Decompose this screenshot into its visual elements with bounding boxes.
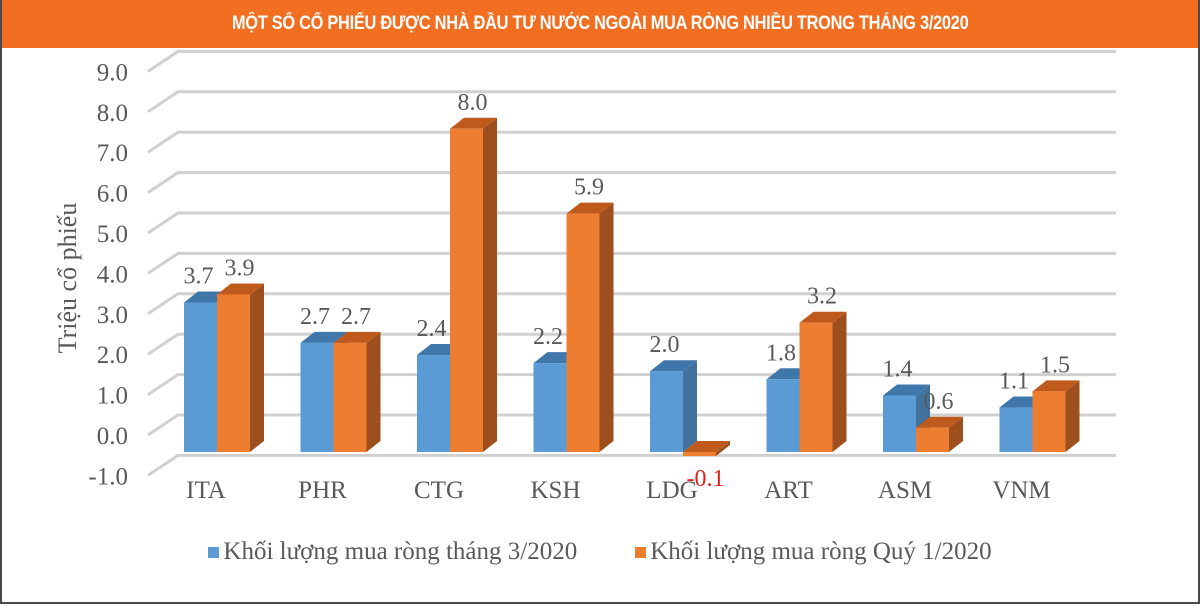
data-label: 0.6 (924, 389, 954, 415)
gridline (147, 171, 1116, 194)
y-axis-title: Triệu cổ phiếu (53, 203, 82, 354)
legend-label: Khối lượng mua ròng Quý 1/2020 (650, 538, 992, 565)
legend-swatch-orange-icon (635, 546, 647, 558)
data-label: 3.9 (225, 255, 255, 281)
y-tick-label: 4.0 (97, 261, 128, 288)
gridline (147, 373, 1116, 396)
data-label: 2.2 (533, 324, 563, 350)
bar-phr-series-2: 2.7 (333, 304, 381, 452)
bar-asm-series-1: 1.4 (883, 356, 930, 452)
y-tick-label: 8.0 (97, 100, 128, 127)
data-label: 2.7 (341, 304, 371, 330)
y-tick-label: 9.0 (97, 59, 128, 86)
data-label: 1.1 (999, 369, 1029, 395)
x-tick-label: PHR (298, 477, 347, 504)
x-axis-categories: ITA PHR CTG KSH LDG ART ASM VNM (186, 477, 1051, 504)
bar-ldg-series-1: 2.0 (650, 332, 697, 452)
x-tick-label: ITA (186, 477, 226, 504)
legend: Khối lượng mua ròng tháng 3/2020 Khối lư… (0, 538, 1200, 566)
data-label: 3.7 (184, 264, 214, 290)
chart-plot-area: -1.0 0.0 1.0 2.0 3.0 4.0 5.0 6.0 7.0 8.0 9.0 Triệu… (53, 49, 1116, 504)
bar-series: 3.7 3.9 2.7 2.7 2.4 8.0 2.2 5.9 2.0 -0.1 1.8 3.2 1.4… (184, 90, 1080, 492)
bar-ksh-series-2: 5.9 (566, 175, 614, 452)
data-label: 2.4 (417, 316, 447, 342)
bar-vnm-series-2: 1.5 (1032, 352, 1080, 452)
y-tick-label: 0.0 (97, 423, 128, 450)
y-tick-label: 1.0 (97, 383, 128, 410)
bar-asm-series-2: 0.6 (916, 389, 963, 452)
x-tick-label: CTG (414, 477, 464, 504)
legend-item-march: Khối lượng mua ròng tháng 3/2020 (208, 538, 577, 566)
legend-label: Khối lượng mua ròng tháng 3/2020 (223, 538, 578, 565)
data-label: 1.8 (766, 340, 796, 366)
y-tick-label: 2.0 (97, 342, 128, 369)
legend-swatch-blue-icon (208, 546, 220, 558)
gridlines (147, 49, 1116, 477)
x-tick-label: KSH (530, 477, 580, 504)
data-label: 8.0 (458, 90, 488, 116)
bar-ctg-series-2: 8.0 (450, 90, 497, 453)
gridline (147, 130, 1116, 154)
chart-title-bar: MỘT SỐ CỔ PHIẾU ĐƯỢC NHÀ ĐẦU TƯ NƯỚC NGO… (0, 0, 1200, 48)
gridline (147, 211, 1116, 235)
y-tick-label: 3.0 (97, 302, 128, 329)
gridline (147, 413, 1116, 437)
x-tick-label: LDG (646, 477, 697, 504)
data-label: 1.5 (1040, 352, 1070, 378)
data-label: 3.2 (807, 284, 837, 310)
gridline (147, 292, 1116, 316)
gridline (147, 332, 1116, 356)
data-label: 2.0 (650, 332, 680, 358)
legend-item-q1: Khối lượng mua ròng Quý 1/2020 (635, 538, 992, 566)
x-tick-label: ART (764, 477, 813, 504)
gridline (147, 453, 1116, 477)
data-label: 5.9 (574, 175, 604, 201)
y-tick-label: 6.0 (97, 181, 128, 208)
y-tick-label: 5.0 (97, 221, 128, 248)
data-label: 1.4 (883, 356, 913, 382)
chart-title: MỘT SỐ CỔ PHIẾU ĐƯỢC NHÀ ĐẦU TƯ NƯỚC NGO… (231, 13, 969, 34)
bar-ita-series-2: 3.9 (217, 255, 264, 452)
bar-ldg-series-2: -0.1 (683, 441, 730, 492)
y-axis-ticks: -1.0 0.0 1.0 2.0 3.0 4.0 5.0 6.0 7.0 8.0 9.0 (88, 59, 128, 490)
gridline (147, 49, 1116, 73)
x-tick-label: VNM (992, 477, 1050, 504)
data-label: 2.7 (300, 304, 330, 330)
gridline (147, 90, 1116, 114)
y-tick-label: -1.0 (88, 463, 128, 490)
y-tick-label: 7.0 (97, 140, 128, 167)
gridline (147, 251, 1116, 275)
bar-art-series-2: 3.2 (799, 284, 847, 452)
x-tick-label: ASM (878, 477, 932, 504)
data-label: -0.1 (687, 466, 725, 492)
